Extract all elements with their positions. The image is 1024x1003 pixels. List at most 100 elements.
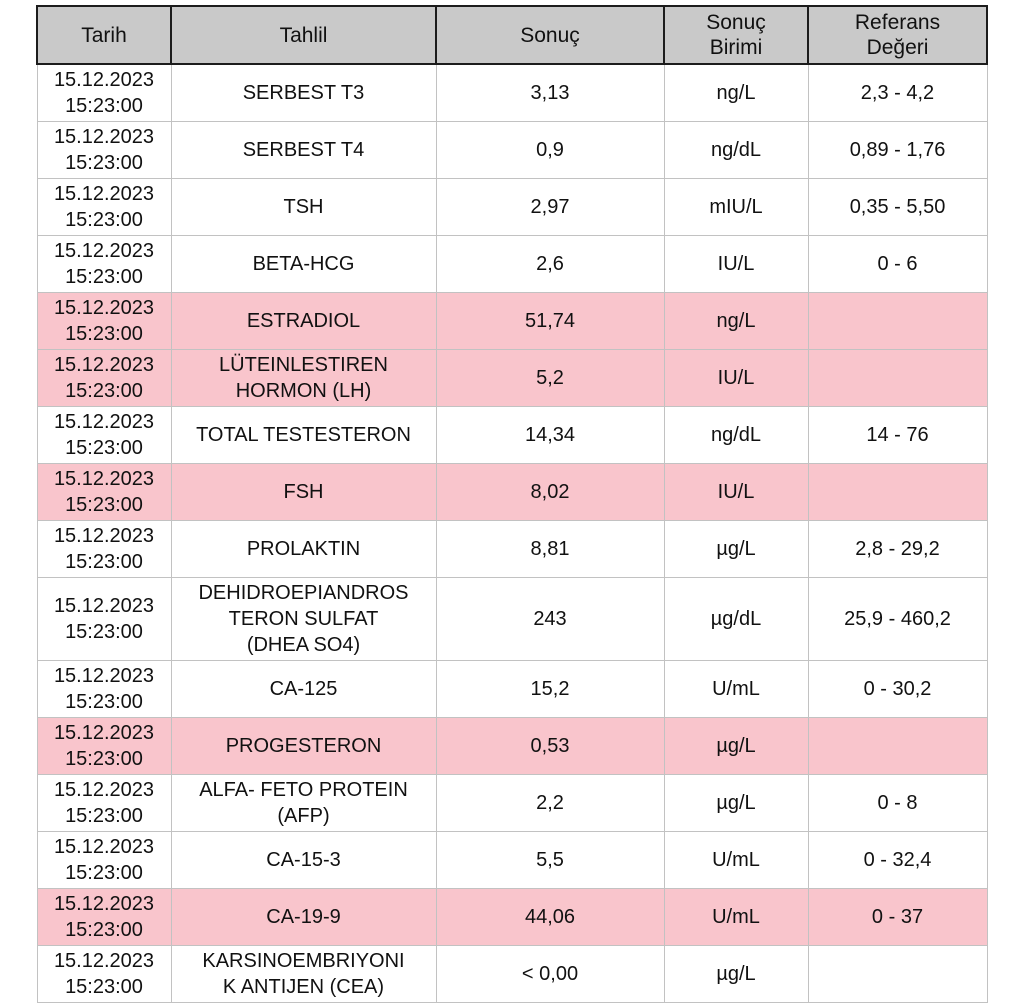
result-value-cell: 0,53 — [435, 717, 665, 775]
time-text: 15:23:00 — [65, 805, 143, 827]
test-name-cell: CA-125 — [170, 660, 437, 718]
date-cell: 15.12.2023 15:23:00 — [36, 463, 172, 521]
time-text: 15:23:00 — [65, 621, 143, 643]
result-unit-cell: µg/L — [663, 945, 809, 1003]
test-name-cell: TOTAL TESTESTERON — [170, 406, 437, 464]
date-cell: 15.12.2023 15:23:00 — [36, 63, 172, 122]
time-text: 15:23:00 — [65, 976, 143, 998]
date-text: 15.12.2023 — [53, 126, 155, 148]
table-row: 15.12.2023 15:23:00 SERBEST T4 0,9 ng/dL 0,89… — [36, 121, 988, 179]
test-name-cell: PROGESTERON — [170, 717, 437, 775]
test-name-cell: FSH — [170, 463, 437, 521]
time-text: 15:23:00 — [65, 551, 143, 573]
test-name-cell: PROLAKTIN — [170, 520, 437, 578]
reference-range-cell: 0 - 6 — [807, 235, 988, 293]
reference-range-cell: 14 - 76 — [807, 406, 988, 464]
result-value-cell: < 0,00 — [435, 945, 665, 1003]
result-unit-cell: U/mL — [663, 888, 809, 946]
results-table-body: 15.12.2023 15:23:00 SERBEST T3 3,13 ng/L 2,3 … — [36, 63, 988, 1003]
date-cell: 15.12.2023 15:23:00 — [36, 121, 172, 179]
table-row: 15.12.2023 15:23:00 SERBEST T3 3,13 ng/L 2,3 … — [36, 63, 988, 122]
result-unit-cell: IU/L — [663, 463, 809, 521]
time-text: 15:23:00 — [65, 862, 143, 884]
date-cell: 15.12.2023 15:23:00 — [36, 717, 172, 775]
date-cell: 15.12.2023 15:23:00 — [36, 831, 172, 889]
result-unit-cell: ng/dL — [663, 121, 809, 179]
result-value-cell: 5,2 — [435, 349, 665, 407]
table-row: 15.12.2023 15:23:00 BETA-HCG 2,6 IU/L 0 - 6 — [36, 235, 988, 293]
result-unit-cell: µg/L — [663, 717, 809, 775]
time-text: 15:23:00 — [65, 152, 143, 174]
time-text: 15:23:00 — [65, 748, 143, 770]
reference-range-cell: 2,8 - 29,2 — [807, 520, 988, 578]
date-cell: 15.12.2023 15:23:00 — [36, 774, 172, 832]
reference-range-cell — [807, 292, 988, 350]
test-name-cell: TSH — [170, 178, 437, 236]
date-cell: 15.12.2023 15:23:00 — [36, 235, 172, 293]
date-text: 15.12.2023 — [53, 240, 155, 262]
result-value-cell: 2,2 — [435, 774, 665, 832]
result-value-cell: 3,13 — [435, 63, 665, 122]
test-name-cell: DEHIDROEPIANDROS TERON SULFAT (DHEA SO4) — [170, 577, 437, 661]
test-name-cell: LÜTEINLESTIREN HORMON (LH) — [170, 349, 437, 407]
header-row: Tarih Tahlil Sonuç Sonuç Birimi Referans… — [36, 5, 988, 65]
date-text: 15.12.2023 — [53, 183, 155, 205]
reference-range-cell: 0,89 - 1,76 — [807, 121, 988, 179]
result-value-cell: 8,81 — [435, 520, 665, 578]
result-unit-cell: mIU/L — [663, 178, 809, 236]
date-text: 15.12.2023 — [53, 893, 155, 915]
lab-results-table: Tarih Tahlil Sonuç Sonuç Birimi Referans… — [36, 5, 988, 1003]
reference-range-cell — [807, 717, 988, 775]
test-name-cell: ESTRADIOL — [170, 292, 437, 350]
test-name-cell: CA-19-9 — [170, 888, 437, 946]
date-text: 15.12.2023 — [53, 297, 155, 319]
reference-range-cell: 0,35 - 5,50 — [807, 178, 988, 236]
result-unit-cell: µg/L — [663, 774, 809, 832]
result-unit-cell: IU/L — [663, 235, 809, 293]
table-row: 15.12.2023 15:23:00 ALFA- FETO PROTEIN (AF… — [36, 774, 988, 832]
reference-range-cell: 0 - 30,2 — [807, 660, 988, 718]
test-name-cell: SERBEST T3 — [170, 63, 437, 122]
result-value-cell: 51,74 — [435, 292, 665, 350]
result-value-cell: 5,5 — [435, 831, 665, 889]
result-value-cell: 0,9 — [435, 121, 665, 179]
time-text: 15:23:00 — [65, 95, 143, 117]
date-text: 15.12.2023 — [53, 836, 155, 858]
table-row: 15.12.2023 15:23:00 KARSINOEMBRIYONI K ANT… — [36, 945, 988, 1003]
reference-range-cell: 0 - 8 — [807, 774, 988, 832]
table-row: 15.12.2023 15:23:00 TSH 2,97 mIU/L 0,35 - 5,5… — [36, 178, 988, 236]
column-header-date: Tarih — [36, 5, 172, 65]
result-unit-cell: U/mL — [663, 831, 809, 889]
result-unit-cell: µg/L — [663, 520, 809, 578]
test-name-cell: CA-15-3 — [170, 831, 437, 889]
reference-range-cell — [807, 945, 988, 1003]
test-name-cell: KARSINOEMBRIYONI K ANTIJEN (CEA) — [170, 945, 437, 1003]
date-cell: 15.12.2023 15:23:00 — [36, 406, 172, 464]
table-row: 15.12.2023 15:23:00 PROLAKTIN 8,81 µg/L 2,8 -… — [36, 520, 988, 578]
table-row: 15.12.2023 15:23:00 ESTRADIOL 51,74 ng/L — [36, 292, 988, 350]
date-cell: 15.12.2023 15:23:00 — [36, 178, 172, 236]
table-header: Tarih Tahlil Sonuç Sonuç Birimi Referans… — [36, 5, 988, 65]
table-row: 15.12.2023 15:23:00 CA-15-3 5,5 U/mL 0 - 32,4 — [36, 831, 988, 889]
date-text: 15.12.2023 — [53, 779, 155, 801]
result-unit-cell: ng/dL — [663, 406, 809, 464]
column-header-reference: Referans Değeri — [807, 5, 988, 65]
reference-range-cell: 0 - 37 — [807, 888, 988, 946]
table-row: 15.12.2023 15:23:00 FSH 8,02 IU/L — [36, 463, 988, 521]
date-cell: 15.12.2023 15:23:00 — [36, 945, 172, 1003]
date-cell: 15.12.2023 15:23:00 — [36, 577, 172, 661]
table-row: 15.12.2023 15:23:00 LÜTEINLESTIREN HORMON … — [36, 349, 988, 407]
column-header-test: Tahlil — [170, 5, 437, 65]
date-text: 15.12.2023 — [53, 525, 155, 547]
test-name-cell: ALFA- FETO PROTEIN (AFP) — [170, 774, 437, 832]
result-value-cell: 8,02 — [435, 463, 665, 521]
table-row: 15.12.2023 15:23:00 CA-125 15,2 U/mL 0 - 30,2 — [36, 660, 988, 718]
result-unit-cell: ng/L — [663, 63, 809, 122]
date-cell: 15.12.2023 15:23:00 — [36, 520, 172, 578]
date-text: 15.12.2023 — [53, 354, 155, 376]
time-text: 15:23:00 — [65, 691, 143, 713]
reference-range-cell: 25,9 - 460,2 — [807, 577, 988, 661]
date-cell: 15.12.2023 15:23:00 — [36, 349, 172, 407]
table-row: 15.12.2023 15:23:00 PROGESTERON 0,53 µg/L — [36, 717, 988, 775]
